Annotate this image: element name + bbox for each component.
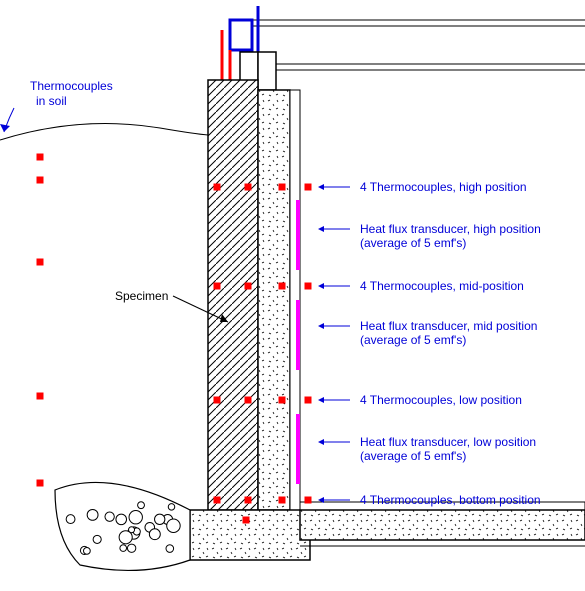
thermocouple-marker (279, 283, 286, 290)
label-tc_high: 4 Thermocouples, high position (360, 180, 527, 194)
thermocouple-marker (305, 497, 312, 504)
thermocouple-marker (305, 184, 312, 191)
thermocouple-marker (37, 259, 44, 266)
thermocouple-marker (214, 184, 221, 191)
thermocouple-marker (37, 393, 44, 400)
label-tc_low: 4 Thermocouples, low position (360, 393, 522, 407)
grade-line (0, 124, 208, 140)
label-hf_high-1: Heat flux transducer, high position (360, 222, 541, 236)
thermocouple-marker (305, 283, 312, 290)
concrete-wall (258, 90, 290, 510)
thermocouple-marker (214, 397, 221, 404)
top-frame (230, 20, 252, 50)
thermocouple-marker (214, 497, 221, 504)
label-tc_bot: 4 Thermocouples, bottom position (360, 493, 541, 507)
label-tc_mid: 4 Thermocouples, mid-position (360, 279, 524, 293)
thermocouple-marker (245, 497, 252, 504)
thermocouple-marker (243, 517, 250, 524)
thermocouple-marker (245, 397, 252, 404)
label-hf_low-2: (average of 5 emf's) (360, 449, 466, 463)
thermocouple-marker (37, 480, 44, 487)
thermocouple-marker (214, 283, 221, 290)
specimen-label: Specimen (115, 289, 168, 303)
thermocouple-marker (245, 184, 252, 191)
soil-label-line1: Thermocouples (30, 79, 113, 93)
thermocouple-marker (279, 184, 286, 191)
thermocouple-marker (37, 177, 44, 184)
label-hf_mid-2: (average of 5 emf's) (360, 333, 466, 347)
soil-label-line2: in soil (36, 94, 67, 108)
floor-slab (300, 510, 585, 540)
label-hf_high-2: (average of 5 emf's) (360, 236, 466, 250)
footing (190, 510, 310, 560)
thermocouple-marker (305, 397, 312, 404)
label-hf_mid-1: Heat flux transducer, mid position (360, 319, 537, 333)
thermocouple-marker (245, 283, 252, 290)
specimen-layer (208, 80, 258, 510)
thermocouple-marker (37, 154, 44, 161)
label-hf_low-1: Heat flux transducer, low position (360, 435, 536, 449)
thermocouple-marker (279, 397, 286, 404)
thermocouple-marker (279, 497, 286, 504)
